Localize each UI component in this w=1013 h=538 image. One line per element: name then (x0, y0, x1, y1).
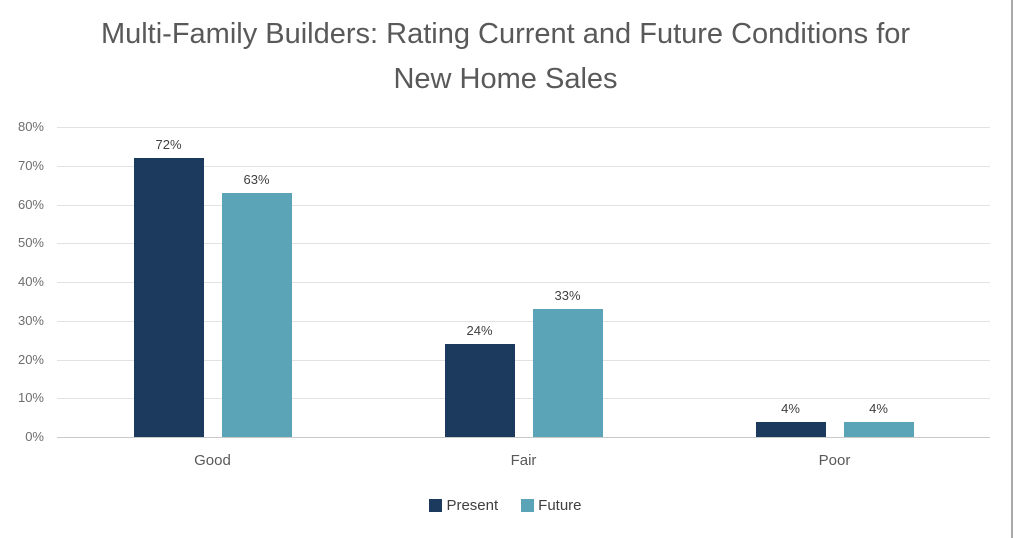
gridline (57, 204, 990, 206)
data-label: 33% (554, 288, 581, 304)
bar-present: 72% (133, 137, 204, 437)
data-label: 63% (243, 171, 270, 187)
legend-label: Present (446, 497, 499, 514)
y-axis-tick-label: 80% (17, 119, 44, 134)
bar-future: 4% (843, 401, 914, 437)
y-axis-tick-label: 70% (17, 157, 44, 173)
category-label: Fair (510, 452, 537, 469)
plot-area: 72% 63% Good 24% 33% Fair 4% 4% Poor (57, 127, 990, 469)
bar-future: 63% (221, 172, 292, 437)
legend-item: Present (429, 497, 498, 514)
data-label: 4% (781, 400, 800, 416)
gridline (57, 127, 990, 128)
gridline (57, 282, 990, 283)
chart-title: Multi-Family Builders: Rating Current an… (100, 18, 911, 95)
y-axis-tick-label: 20% (17, 351, 44, 367)
data-label: 4% (869, 400, 888, 416)
data-label: 24% (466, 323, 493, 338)
category-label: Poor (818, 452, 851, 469)
bar-future: 33% (532, 288, 603, 437)
gridline (57, 320, 990, 322)
gridline (57, 165, 990, 167)
y-axis-tick-label: 60% (17, 196, 44, 212)
gridline (57, 243, 990, 245)
category-label: Good (194, 452, 231, 469)
bar-present: 4% (755, 401, 826, 437)
legend-label: Future (538, 497, 582, 514)
y-axis-tick-label: 0% (25, 429, 44, 444)
y-axis-tick-label: 40% (17, 274, 44, 289)
category-group: 4% 4% Poor (679, 127, 990, 469)
gridline (57, 398, 990, 400)
gridline (57, 359, 990, 361)
legend-item: Future (521, 497, 582, 514)
y-axis-tick-label: 10% (17, 390, 44, 406)
legend-swatch-future (521, 499, 535, 512)
category-group: 24% 33% Fair (368, 127, 679, 469)
y-axis-tick-label: 50% (17, 235, 44, 251)
bar-groups: 72% 63% Good 24% 33% Fair 4% 4% Poor (57, 127, 990, 469)
gridline (57, 437, 990, 438)
data-label: 72% (155, 137, 182, 152)
category-group: 72% 63% Good (57, 127, 368, 469)
legend: Present Future (0, 497, 1011, 514)
legend-swatch-present (429, 499, 443, 512)
bar-present: 24% (444, 323, 515, 437)
y-axis-tick-label: 30% (17, 312, 44, 328)
